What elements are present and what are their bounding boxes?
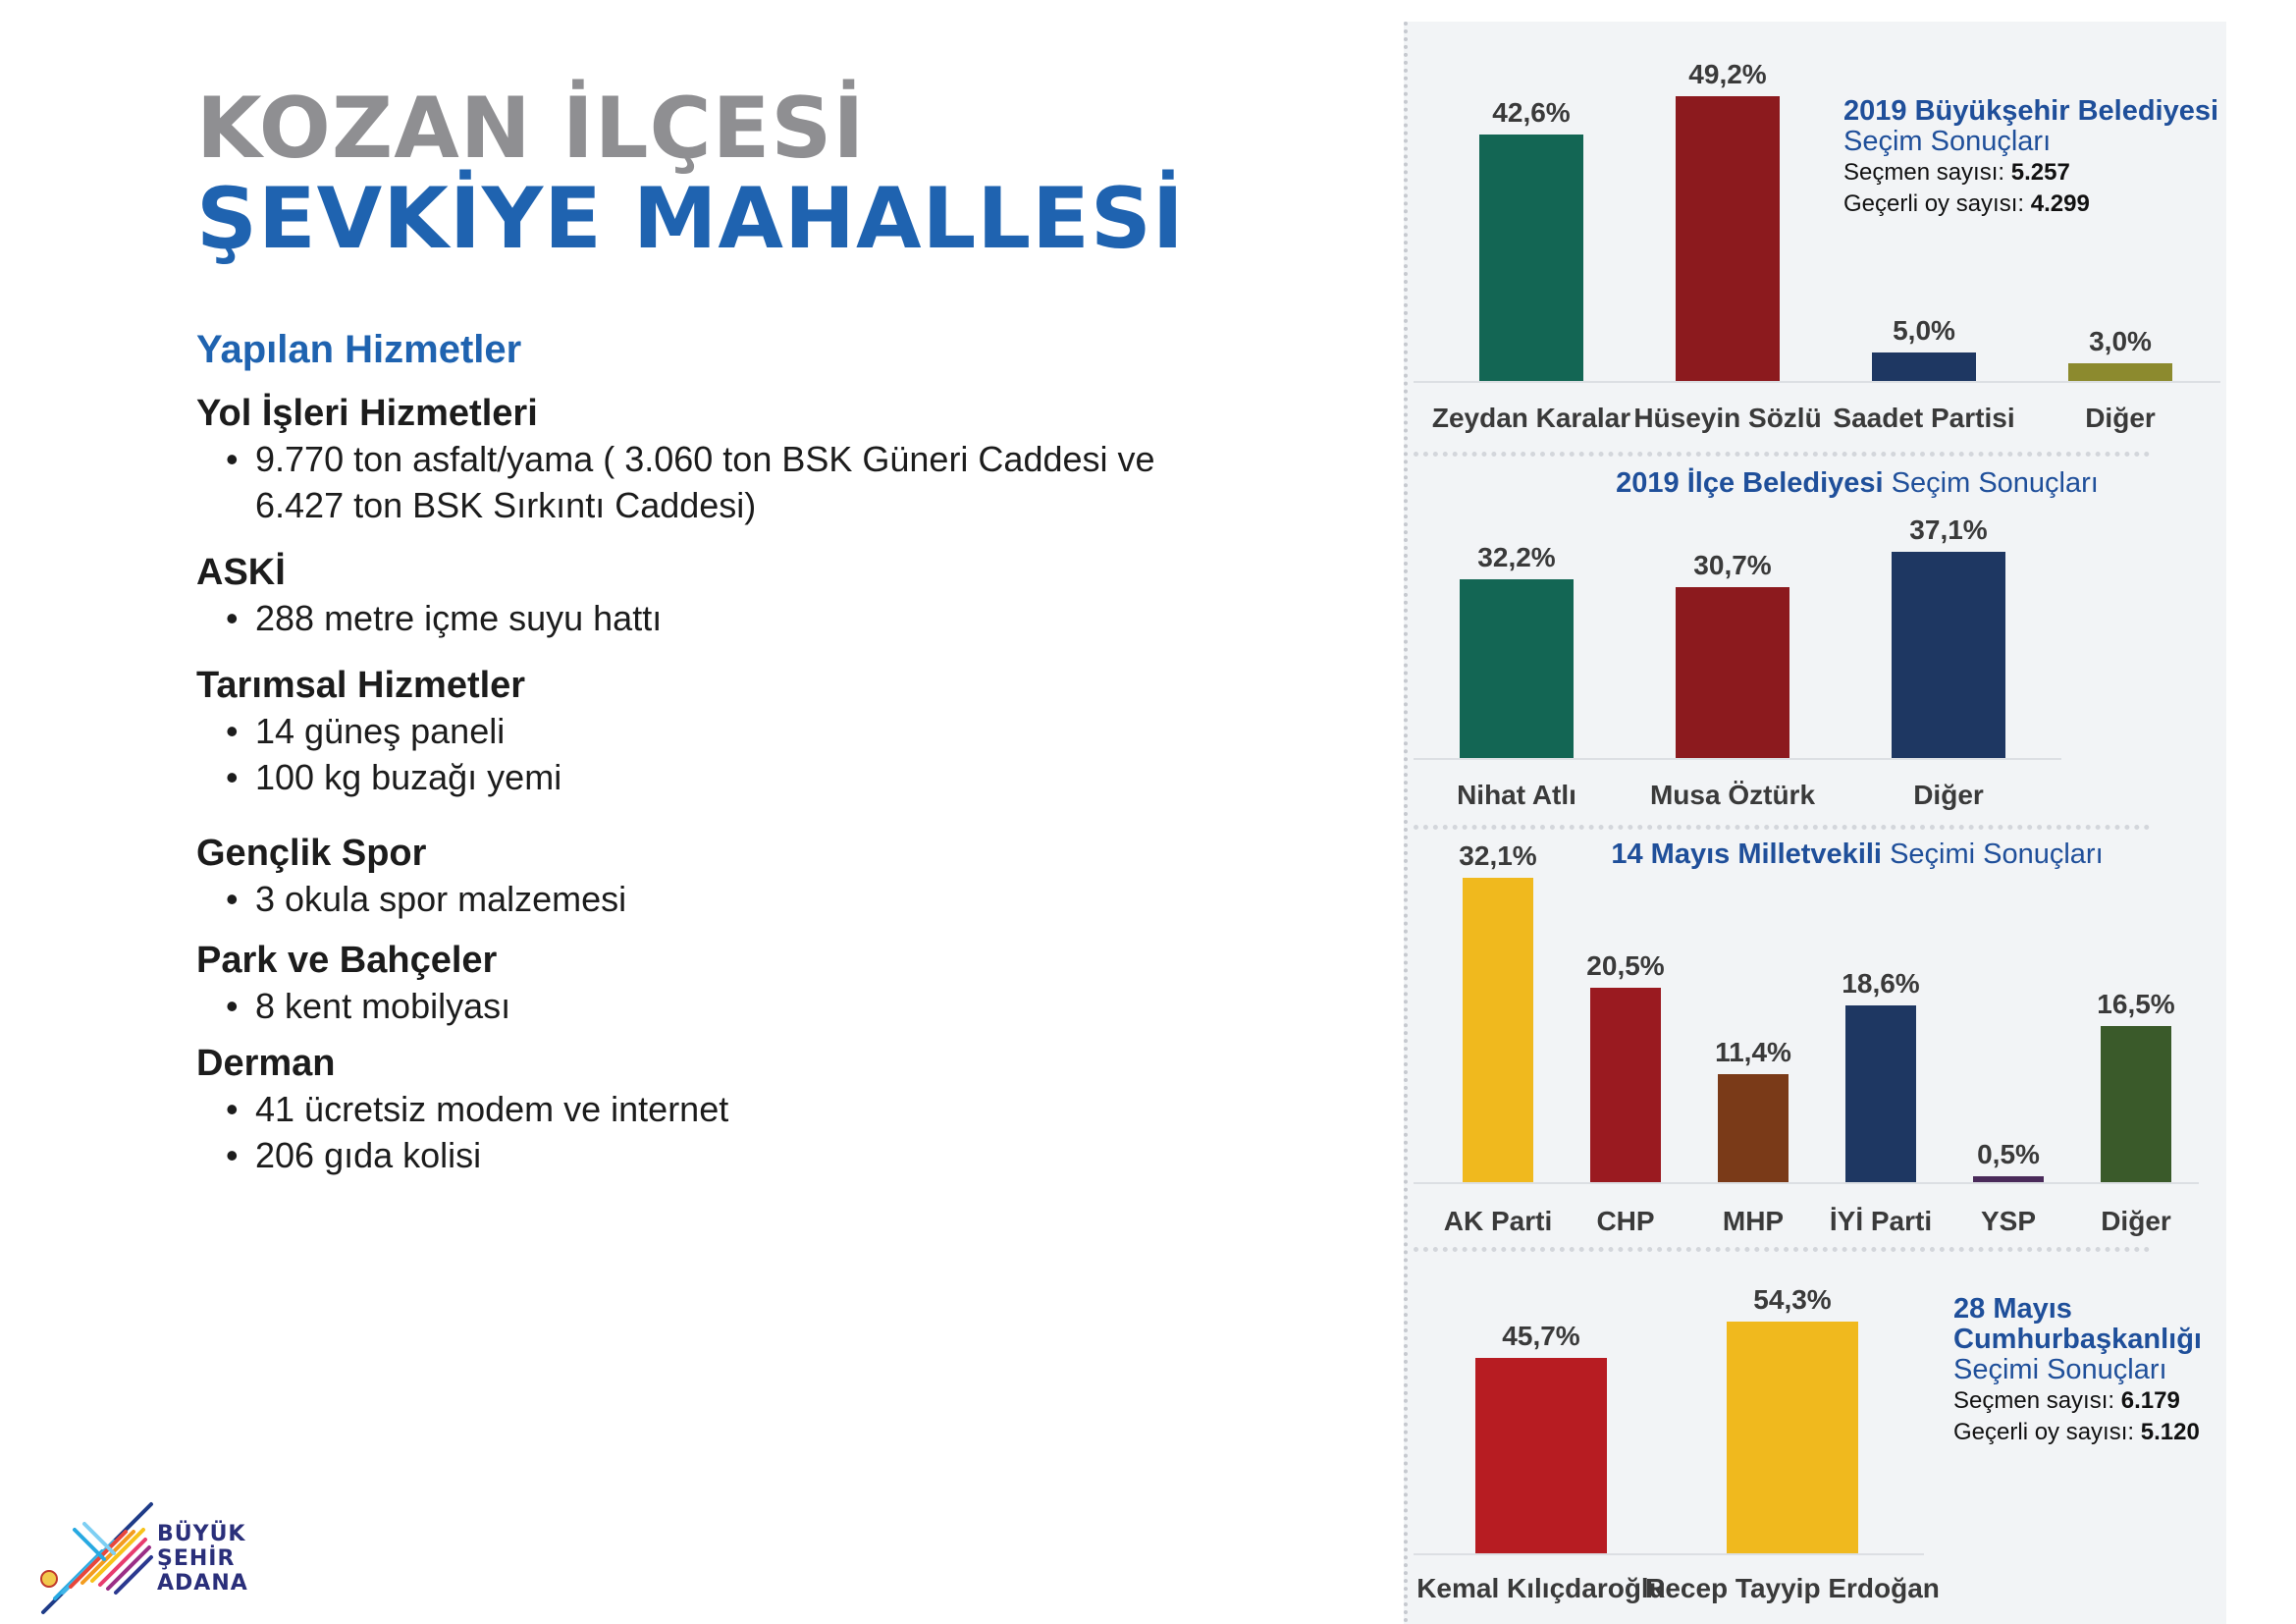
- chart3-bar: [1463, 878, 1533, 1182]
- service-item: 3 okula spor malzemesi: [226, 876, 626, 922]
- logo-line: ADANA: [157, 1571, 248, 1596]
- chart4-title: 28 Mayıs Cumhurbaşkanlığı: [1953, 1293, 2202, 1355]
- chart1-data-label: 3,0%: [2089, 326, 2152, 357]
- chart4-voters: Seçmen sayısı: 6.179: [1953, 1387, 2180, 1414]
- chart3-bar: [2101, 1025, 2171, 1182]
- page-title-neighborhood: ŞEVKİYE MAHALLESİ: [196, 170, 1185, 268]
- chart2-category-label: Musa Öztürk: [1649, 780, 1816, 810]
- chart1-data-label: 42,6%: [1492, 96, 1571, 128]
- chart2-category-label: Nihat Atlı: [1457, 780, 1576, 810]
- chart1-data-label: 5,0%: [1893, 314, 1955, 346]
- chart3-data-label: 11,4%: [1715, 1036, 1791, 1067]
- service-section-agriculture: Tarımsal Hizmetler 14 güneş paneli 100 k…: [196, 663, 561, 800]
- service-section-parks: Park ve Bahçeler 8 kent mobilyası: [196, 938, 510, 1029]
- buyuksehir-adana-logo-icon: [40, 1502, 153, 1614]
- chart1-bar: [1872, 352, 1976, 381]
- logo-line: ŞEHİR: [157, 1546, 236, 1571]
- page-title-district: KOZAN İLÇESİ: [196, 80, 866, 178]
- service-item: 288 metre içme suyu hattı: [226, 595, 662, 641]
- chart1-subtitle: Seçim Sonuçları: [1843, 126, 2052, 157]
- chart3-bar: [1973, 1176, 2044, 1182]
- chart3-category-label: AK Parti: [1443, 1206, 1553, 1236]
- service-item: 100 kg buzağı yemi: [226, 754, 561, 800]
- service-item: 9.770 ton asfalt/yama ( 3.060 ton BSK Gü…: [226, 436, 1155, 482]
- service-item: 206 gıda kolisi: [226, 1132, 728, 1178]
- chart1-category-label: Saadet Partisi: [1833, 403, 2015, 433]
- chart3-baseline: [1414, 1182, 2199, 1184]
- chart1-category-label: Diğer: [2085, 403, 2156, 433]
- chart4-bar: [1475, 1358, 1607, 1553]
- service-title: Gençlik Spor: [196, 833, 427, 874]
- logo-wordmark: BÜYÜK ŞEHİR ADANA: [157, 1522, 248, 1596]
- chart1-bar: [1479, 134, 1583, 381]
- service-section-roads: Yol İşleri Hizmetleri 9.770 ton asfalt/y…: [196, 391, 1155, 528]
- chart3-bar: [1718, 1073, 1789, 1182]
- chart4-baseline: [1414, 1553, 1924, 1555]
- chart1-data-label: 49,2%: [1688, 59, 1767, 89]
- chart2-data-label: 30,7%: [1693, 550, 1772, 581]
- chart3-category-label: İYİ Parti: [1829, 1206, 1933, 1236]
- service-section-youth-sport: Gençlik Spor 3 okula spor malzemesi: [196, 831, 626, 922]
- chart1-bar: [1676, 96, 1780, 381]
- chart3-title: 14 Mayıs Milletvekili Seçimi Sonuçları: [1611, 839, 2104, 870]
- services-heading: Yapılan Hizmetler: [196, 328, 522, 371]
- logo-line: BÜYÜK: [157, 1522, 246, 1546]
- section-separator: [1414, 452, 2150, 457]
- service-section-derman: Derman 41 ücretsiz modem ve internet 206…: [196, 1041, 728, 1178]
- chart2-title: 2019 İlçe Belediyesi Seçim Sonuçları: [1616, 467, 2099, 499]
- chart4-bar: [1727, 1322, 1858, 1553]
- chart4-category-label: Kemal Kılıçdaroğlu: [1416, 1573, 1666, 1603]
- chart3-category-label: CHP: [1596, 1206, 1655, 1236]
- chart3-bar: [1590, 988, 1661, 1182]
- panel-divider: [1404, 22, 1408, 1624]
- service-title: Tarımsal Hizmetler: [196, 665, 526, 706]
- service-title: ASKİ: [196, 552, 286, 593]
- chart4-subtitle: Seçimi Sonuçları: [1953, 1354, 2167, 1385]
- chart3-category-label: Diğer: [2101, 1206, 2171, 1236]
- chart4-data-label: 45,7%: [1502, 1321, 1580, 1352]
- chart3-category-label: YSP: [1980, 1206, 2037, 1236]
- chart1-bar: [2068, 363, 2172, 381]
- chart3-data-label: 20,5%: [1586, 950, 1665, 982]
- service-title: Park ve Bahçeler: [196, 940, 498, 981]
- chart3-data-label: 18,6%: [1842, 968, 1920, 1000]
- chart2-data-label: 32,2%: [1477, 541, 1556, 572]
- service-item: 14 güneş paneli: [226, 708, 561, 754]
- service-title: Yol İşleri Hizmetleri: [196, 393, 538, 434]
- section-separator: [1414, 1247, 2150, 1252]
- service-section-aski: ASKİ 288 metre içme suyu hattı: [196, 550, 662, 641]
- chart4-data-label: 54,3%: [1753, 1284, 1832, 1315]
- chart1-category-label: Zeydan Karalar: [1431, 403, 1631, 433]
- service-title: Derman: [196, 1043, 336, 1084]
- chart4-valid-votes: Geçerli oy sayısı: 5.120: [1953, 1419, 2200, 1445]
- chart1-voters: Seçmen sayısı: 5.257: [1843, 159, 2070, 186]
- chart2-bar: [1676, 587, 1789, 758]
- chart4-info: 28 Mayıs Cumhurbaşkanlığı Seçimi Sonuçla…: [1953, 1294, 2296, 1448]
- section-separator: [1414, 825, 2150, 830]
- chart2-bar: [1460, 578, 1574, 758]
- chart3-data-label: 0,5%: [1977, 1139, 2040, 1169]
- chart1-baseline: [1414, 381, 2220, 383]
- chart2-category-label: Diğer: [1913, 780, 1984, 810]
- chart4-category-label: Recep Tayyip Erdoğan: [1645, 1573, 1940, 1603]
- chart1-title: 2019 Büyükşehir Belediyesi: [1843, 95, 2219, 127]
- chart1-valid-votes: Geçerli oy sayısı: 4.299: [1843, 190, 2090, 217]
- chart2-baseline: [1414, 758, 2061, 760]
- chart1-category-label: Hüseyin Sözlü: [1633, 403, 1822, 433]
- chart2-data-label: 37,1%: [1909, 514, 1988, 545]
- chart3-data-label: 32,1%: [1459, 840, 1537, 871]
- chart3-category-label: MHP: [1722, 1206, 1785, 1236]
- service-item-continued: 6.427 ton BSK Sırkıntı Caddesi): [255, 485, 757, 525]
- chart2-bar: [1892, 552, 2005, 758]
- chart1-info: 2019 Büyükşehir Belediyesi Seçim Sonuçla…: [1843, 96, 2218, 220]
- service-item: 8 kent mobilyası: [226, 983, 510, 1029]
- chart3-bar: [1845, 1005, 1916, 1182]
- service-item: 41 ücretsiz modem ve internet: [226, 1086, 728, 1132]
- chart3-data-label: 16,5%: [2097, 988, 2175, 1019]
